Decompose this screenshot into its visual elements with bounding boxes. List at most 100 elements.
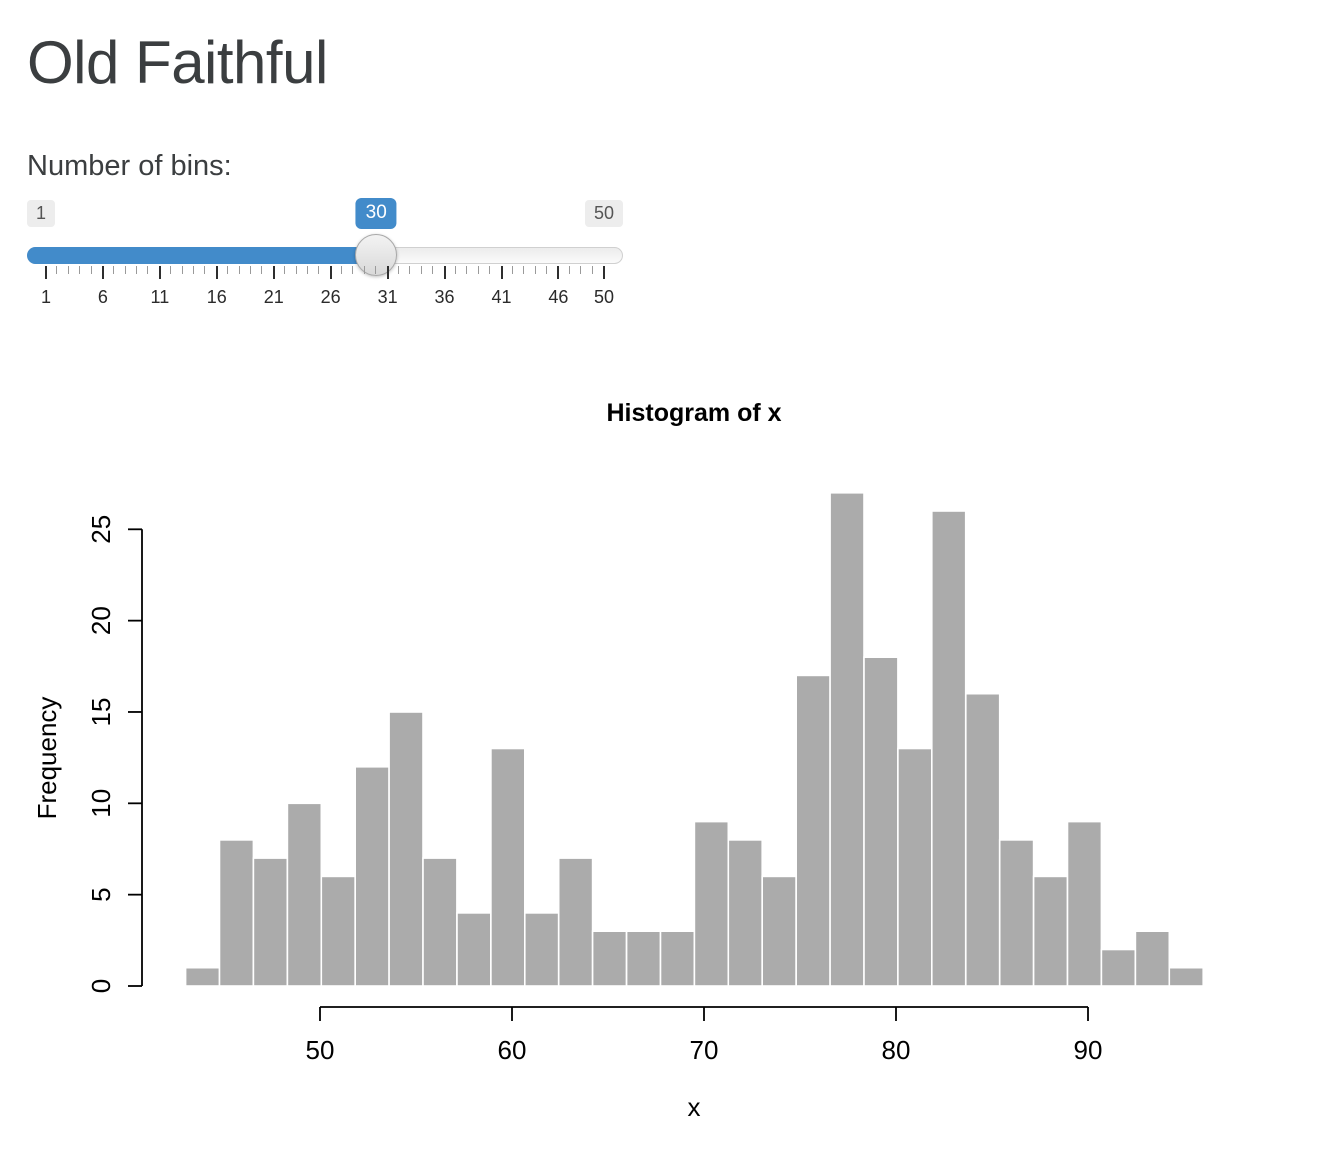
slider-minor-tick (341, 266, 343, 274)
slider-tick-label: 36 (434, 287, 455, 307)
slider-minor-tick (238, 266, 240, 274)
histogram-bar (930, 510, 967, 987)
slider-tick-label: 41 (491, 287, 512, 307)
histogram-bar (490, 747, 526, 987)
slider-minor-tick (534, 266, 536, 274)
slider-minor-tick (147, 266, 149, 274)
slider-major-tick (603, 266, 605, 279)
slider-minor-tick (477, 266, 479, 274)
slider-minor-tick (181, 266, 183, 274)
slider-major-tick (215, 266, 218, 279)
slider-tick-label: 21 (263, 287, 284, 307)
histogram-bar (1032, 875, 1069, 987)
x-axis-label: x (688, 1092, 701, 1122)
slider-tick-label: 46 (548, 287, 569, 307)
slider-major-tick (101, 266, 104, 279)
slider-tick-label: 6 (97, 287, 108, 307)
slider-minor-tick (432, 266, 434, 274)
slider-tick-label: 1 (40, 287, 52, 307)
slider-minor-tick (67, 266, 69, 274)
slider-minor-tick (56, 266, 58, 274)
slider-fill (27, 247, 378, 264)
histogram-bar (286, 802, 323, 987)
slider-minor-tick (204, 266, 206, 274)
slider-major-tick (443, 266, 446, 279)
slider-minor-tick (489, 266, 491, 274)
slider-minor-tick (409, 266, 411, 274)
slider-minor-tick (124, 266, 126, 274)
y-axis-tick-label: 15 (86, 698, 116, 727)
x-axis-tick-label: 50 (306, 1035, 335, 1065)
histogram-bar (693, 820, 730, 987)
slider-minor-tick (249, 266, 251, 274)
histogram-bar (829, 491, 865, 987)
slider-minor-tick (170, 266, 172, 274)
slider-tick-label: 16 (206, 287, 227, 307)
slider-handle[interactable] (355, 234, 398, 276)
histogram-bar (659, 930, 696, 987)
y-axis-tick-label: 25 (86, 515, 116, 544)
slider-major-tick (158, 266, 161, 279)
histogram-bar (184, 966, 221, 987)
histogram-bar (252, 857, 289, 987)
histogram-bar (320, 875, 356, 987)
histogram-bar (523, 912, 560, 987)
slider-minor-tick (523, 266, 525, 274)
slider-minor-tick (193, 266, 195, 274)
y-axis-tick-label: 20 (86, 606, 116, 635)
slider-minor-tick (420, 266, 422, 274)
histogram-bar (422, 857, 458, 987)
slider-minor-tick (546, 266, 548, 274)
slider-major-tick (557, 266, 560, 279)
histogram-bar (388, 711, 424, 987)
slider-minor-tick (466, 266, 468, 274)
y-axis-tick-label: 0 (86, 979, 116, 993)
slider-tick-label: 50 (593, 287, 615, 307)
histogram-bar (591, 930, 628, 987)
bins-slider[interactable]: 1 50 30 1 6 11 16 21 26 31 36 41 46 50 (27, 198, 623, 312)
slider-min-label: 1 (27, 200, 56, 228)
slider-major-tick (329, 266, 332, 279)
slider-major-tick (272, 266, 275, 279)
slider-max-label: 50 (584, 200, 623, 228)
histogram-bar (998, 839, 1035, 987)
slider-minor-tick (136, 266, 138, 274)
bins-slider-label: Number of bins: (27, 150, 232, 182)
histogram-bar (1066, 820, 1103, 987)
app-title: Old Faithful (27, 29, 328, 96)
slider-tick-label: 11 (150, 287, 170, 307)
histogram-bar (761, 875, 797, 987)
slider-minor-tick (295, 266, 297, 274)
slider-minor-tick (511, 266, 513, 274)
y-axis-label: Frequency (32, 697, 62, 820)
slider-minor-tick (261, 266, 263, 274)
slider-major-tick (500, 266, 503, 279)
histogram-bar (795, 674, 831, 987)
slider-major-tick (386, 266, 389, 279)
x-axis-tick-label: 90 (1074, 1035, 1103, 1065)
slider-minor-tick (352, 266, 354, 274)
histogram-bar (218, 839, 255, 987)
slider-minor-tick (227, 266, 229, 274)
histogram-bar (727, 839, 763, 987)
x-axis-tick-label: 60 (498, 1035, 527, 1065)
histogram-bar (625, 930, 662, 987)
histogram-bar (863, 656, 899, 987)
x-axis-tick-label: 70 (690, 1035, 719, 1065)
slider-minor-tick (375, 266, 377, 274)
histogram-bar (557, 857, 594, 987)
slider-minor-tick (580, 266, 582, 274)
chart-title: Histogram of x (606, 399, 781, 427)
slider-tick-label: 26 (320, 287, 341, 307)
histogram-bar (1168, 966, 1205, 987)
y-axis-tick-label: 10 (86, 789, 116, 818)
y-axis-tick-label: 5 (86, 887, 116, 901)
slider-minor-tick (79, 266, 81, 274)
slider-minor-tick (568, 266, 570, 274)
histogram-bar (354, 765, 390, 987)
histogram-bar (456, 912, 492, 987)
slider-minor-tick (318, 266, 320, 274)
histogram-bar (1100, 948, 1137, 987)
slider-minor-tick (591, 266, 593, 274)
slider-minor-tick (284, 266, 286, 274)
